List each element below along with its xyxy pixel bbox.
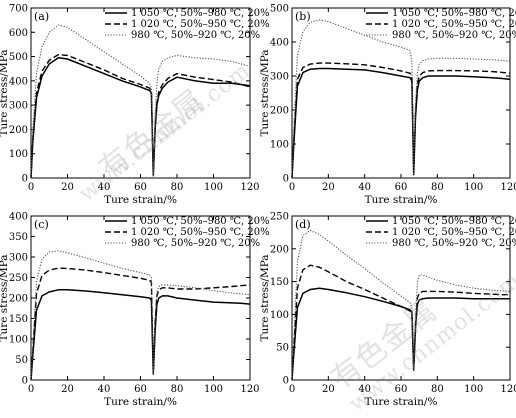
panel-label: (a) [34,10,49,23]
panel-label: (c) [34,218,49,231]
y-axis-label: Ture stress/MPa [0,49,10,136]
x-tick-label: 100 [204,182,223,193]
panel-c: 0 20 40 60 80 100 120 0 50 100 150 200 250 300 350 400 T… [0,212,270,409]
y-tick-label: 100 [270,310,289,321]
y-tick-label: 0 [283,376,289,387]
y-axis-label: Ture stress/MPa [259,49,271,136]
x-tick-label: 0 [28,384,34,395]
y-tick-label: 50 [276,343,289,354]
series-line-2 [291,264,510,381]
legend-entry: 980 ℃, 50%–920 ℃, 20% [131,238,260,249]
panel-a: 0 20 40 60 80 100 120 0 100 200 300 400 500 600 700 Tur… [0,4,270,207]
x-tick-label: 100 [464,384,483,395]
x-tick-label: 60 [134,182,147,193]
x-tick-label: 120 [500,384,516,395]
legend-entry: 980 ℃, 50%–920 ℃, 20% [131,30,260,41]
y-tick-label: 600 [9,28,28,39]
series-line-3 [30,24,251,179]
x-tick-label: 40 [98,182,111,193]
panel-b: 0 20 40 60 80 100 120 0 100 200 300 400 500 Ture stra… [259,4,516,207]
y-tick-label: 400 [270,38,289,49]
x-tick-label: 40 [358,182,371,193]
x-tick-label: 40 [98,384,111,395]
x-tick-label: 80 [171,384,184,395]
legend-entry: 1 050 ℃, 50%–980 ℃, 20% [392,216,516,227]
x-tick-label: 120 [240,384,259,395]
x-tick-label: 0 [28,182,34,193]
legend-entry: 1 050 ℃, 50%–980 ℃, 20% [131,8,270,19]
y-tick-label: 500 [270,4,289,15]
x-tick-label: 80 [431,384,444,395]
series-line-3 [30,250,251,381]
panel-label: (b) [295,10,311,23]
x-tick-label: 60 [134,384,147,395]
x-tick-label: 20 [61,182,74,193]
legend-entry: 1 050 ℃, 50%–980 ℃, 20% [392,8,516,19]
x-tick-label: 20 [322,182,335,193]
y-tick-label: 0 [22,174,28,185]
legend-entry: 980 ℃, 50%–920 ℃, 20% [392,30,516,41]
x-tick-label: 60 [395,384,408,395]
x-axis-label: Ture strain/% [365,396,438,408]
x-tick-label: 0 [289,384,295,395]
y-tick-label: 0 [22,376,28,387]
series-line-2 [30,53,251,179]
legend-entry: 980 ℃, 50%–920 ℃, 20% [392,238,516,249]
series-line-3 [291,19,511,179]
series-line-1 [30,289,251,381]
x-tick-label: 60 [395,182,408,193]
y-tick-label: 200 [270,244,289,255]
y-tick-label: 300 [9,101,28,112]
y-tick-label: 350 [9,232,28,243]
legend-entry: 1 050 ℃, 50%–980 ℃, 20% [131,216,270,227]
y-axis-label: Ture stress/MPa [0,254,10,341]
x-tick-label: 20 [61,384,74,395]
x-axis-label: Ture strain/% [104,194,177,206]
series-line-3 [291,229,511,381]
series-line-1 [291,67,511,179]
panel-label: (d) [295,218,311,231]
y-tick-label: 150 [270,277,289,288]
y-tick-label: 400 [9,76,28,87]
x-tick-label: 120 [500,182,516,193]
y-tick-label: 300 [9,253,28,264]
series-line-1 [291,287,510,381]
x-tick-label: 120 [240,182,259,193]
series-line-1 [30,57,251,179]
y-tick-label: 250 [9,273,28,284]
y-tick-label: 100 [9,335,28,346]
x-tick-label: 80 [431,182,444,193]
x-tick-label: 100 [204,384,223,395]
y-tick-label: 250 [270,212,289,223]
x-tick-label: 0 [289,182,295,193]
x-axis-label: Ture strain/% [104,396,177,408]
series-line-2 [30,267,251,381]
y-tick-label: 100 [270,140,289,151]
legend-entry: 1 020 ℃, 50%–950 ℃, 20% [131,19,270,30]
y-tick-label: 100 [9,149,28,160]
y-tick-label: 150 [9,314,28,325]
legend-entry: 1 020 ℃, 50%–950 ℃, 20% [392,19,516,30]
legend-entry: 1 020 ℃, 50%–950 ℃, 20% [392,227,516,238]
y-tick-label: 500 [9,52,28,63]
y-tick-label: 300 [270,72,289,83]
legend-entry: 1 020 ℃, 50%–950 ℃, 20% [131,227,270,238]
y-tick-label: 200 [270,106,289,117]
x-tick-label: 100 [464,182,483,193]
x-tick-label: 20 [322,384,335,395]
x-tick-label: 80 [171,182,184,193]
x-tick-label: 40 [358,384,371,395]
x-axis-label: Ture strain/% [365,194,438,206]
panel-d: 0 20 40 60 80 100 120 0 50 100 150 200 250 Ture strai… [259,212,516,409]
y-tick-label: 200 [9,125,28,136]
series-line-2 [291,62,511,179]
y-tick-label: 200 [9,294,28,305]
y-tick-label: 0 [283,174,289,185]
y-tick-label: 400 [9,212,28,223]
y-axis-label: Ture stress/MPa [259,254,271,341]
y-tick-label: 700 [9,4,28,15]
y-tick-label: 50 [15,355,28,366]
